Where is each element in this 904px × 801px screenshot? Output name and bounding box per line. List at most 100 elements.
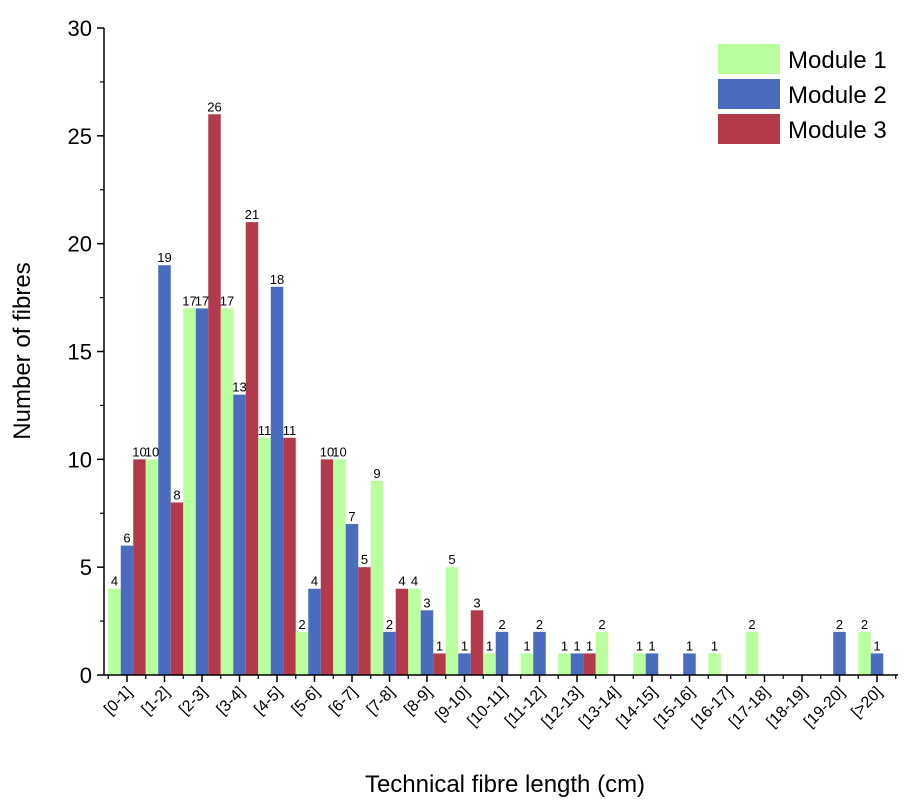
x-tick-label: [8-9]	[401, 684, 436, 719]
bar-value-label: 2	[748, 617, 755, 632]
x-tick-label: [6-7]	[326, 684, 361, 719]
y-tick-label: 0	[80, 663, 92, 688]
bar-1-2	[183, 308, 196, 675]
bar-2-5	[308, 588, 321, 675]
x-tick-label: [10-11]	[464, 684, 510, 730]
bar-3-2	[208, 114, 221, 676]
bar-value-label: 1	[561, 638, 568, 653]
bar-1-9	[445, 567, 459, 675]
bar-value-label: 8	[173, 487, 180, 502]
bar-value-label: 26	[207, 99, 221, 114]
bar-3-0	[133, 459, 146, 675]
bar-2-14	[645, 653, 659, 675]
bar-value-label: 17	[182, 293, 196, 308]
bar-value-label: 1	[523, 638, 530, 653]
bar-value-label: 10	[320, 444, 334, 459]
bar-value-label: 1	[648, 638, 655, 653]
bar-value-label: 2	[498, 617, 505, 632]
bar-value-label: 1	[461, 638, 468, 653]
y-tick-label: 5	[80, 555, 92, 580]
y-tick-label: 10	[68, 447, 92, 472]
x-tick-label: [16-17]	[689, 684, 736, 731]
x-tick-label: [11-12]	[502, 684, 548, 730]
bar-2-8	[420, 610, 434, 675]
bar-value-label: 5	[361, 552, 368, 567]
bar-1-6	[333, 459, 346, 675]
bar-value-label: 17	[220, 293, 234, 308]
x-tick-label: [13-14]	[576, 684, 623, 731]
bar-value-label: 4	[311, 574, 318, 589]
x-tick-label: [3-4]	[214, 684, 249, 719]
legend-swatch-2	[718, 79, 780, 109]
bar-value-label: 2	[861, 617, 868, 632]
bar-value-label: 3	[473, 595, 480, 610]
bar-3-6	[358, 567, 371, 675]
bar-2-7	[383, 631, 396, 675]
x-tick-label: [>20]	[848, 684, 885, 721]
bar-value-label: 1	[711, 638, 718, 653]
x-tick-label: [17-18]	[726, 684, 773, 731]
bar-value-label: 21	[245, 207, 259, 222]
legend-label-3: Module 3	[788, 117, 887, 144]
x-tick-label: [15-16]	[651, 684, 698, 731]
bar-value-label: 1	[436, 638, 443, 653]
bar-value-label: 7	[348, 509, 355, 524]
bar-value-label: 4	[111, 574, 118, 589]
bar-value-label: 19	[157, 250, 171, 265]
x-axis-title: Technical fibre length (cm)	[365, 771, 645, 798]
bar-value-label: 4	[398, 574, 405, 589]
bar-value-label: 2	[298, 617, 305, 632]
bar-value-label: 5	[448, 552, 455, 567]
bar-value-label: 3	[423, 595, 430, 610]
bar-1-11	[520, 653, 534, 675]
x-tick-label: [0-1]	[101, 684, 136, 719]
x-tick-label: [19-20]	[801, 684, 848, 731]
bar-2-12	[570, 653, 584, 675]
bar-value-label: 1	[586, 638, 593, 653]
legend-label-2: Module 2	[788, 82, 887, 109]
x-tick-label: [7-8]	[364, 684, 399, 719]
bar-2-15	[683, 653, 696, 675]
bar-3-12	[583, 653, 596, 675]
bar-2-2	[195, 308, 209, 675]
legend-swatch-1	[718, 44, 780, 74]
bar-1-10	[483, 653, 496, 675]
legend-swatch-3	[718, 114, 780, 144]
bar-2-10	[495, 631, 509, 675]
bar-value-label: 1	[486, 638, 493, 653]
bar-2-1	[158, 265, 171, 675]
bar-value-label: 1	[573, 638, 580, 653]
x-tick-label: [5-6]	[289, 684, 324, 719]
bar-2-20	[870, 653, 884, 675]
bar-value-label: 2	[536, 617, 543, 632]
bar-value-label: 1	[873, 638, 880, 653]
bar-3-3	[245, 222, 259, 675]
bar-value-label: 11	[258, 423, 272, 438]
x-tick-label: [14-15]	[614, 684, 661, 731]
bar-value-label: 1	[636, 638, 643, 653]
bar-value-label: 1	[686, 638, 693, 653]
legend: Module 1 Module 2 Module 3	[718, 44, 887, 144]
x-tick-label: [12-13]	[539, 684, 586, 731]
y-tick-label: 15	[68, 340, 92, 365]
bar-3-7	[395, 588, 409, 675]
bar-3-9	[470, 610, 484, 675]
bar-3-1	[170, 502, 184, 675]
legend-label-1: Module 1	[788, 47, 887, 74]
bar-2-6	[345, 524, 359, 675]
y-tick-label: 20	[68, 232, 92, 257]
bar-value-label: 9	[373, 466, 380, 481]
bar-3-8	[433, 653, 446, 675]
bar-1-3	[220, 308, 234, 675]
bar-value-label: 17	[195, 293, 209, 308]
x-tick-label: [18-19]	[764, 684, 811, 731]
bar-value-label: 2	[598, 617, 605, 632]
bar-1-17	[745, 631, 759, 675]
bar-value-label: 4	[411, 574, 418, 589]
bar-2-3	[233, 394, 246, 675]
bar-1-13	[595, 631, 609, 675]
bar-value-label: 11	[283, 423, 297, 438]
bar-value-label: 2	[386, 617, 393, 632]
